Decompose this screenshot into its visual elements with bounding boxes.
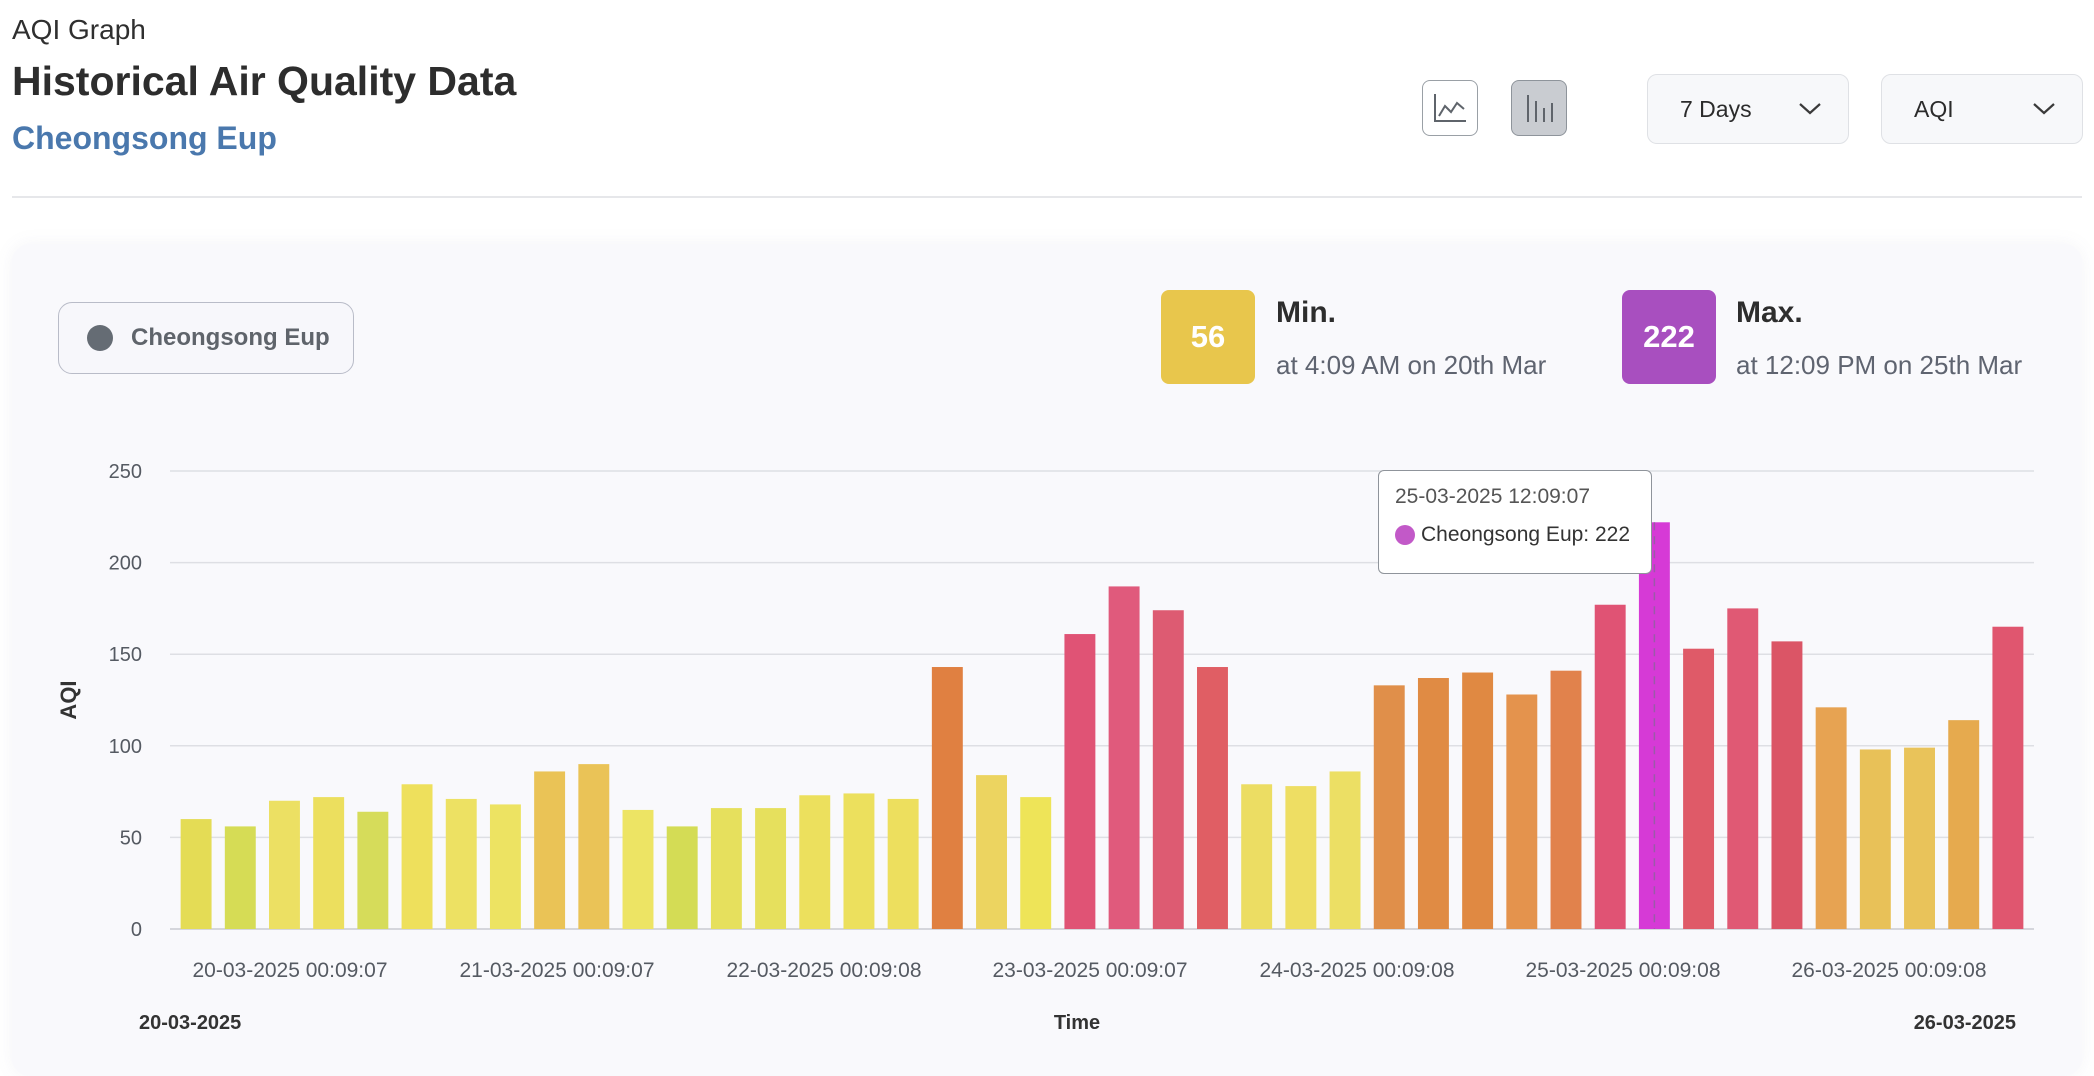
metric-value: AQI — [1914, 95, 1954, 122]
y-tick-label: 200 — [109, 553, 142, 575]
x-tick-label: 23-03-2025 00:09:07 — [993, 959, 1188, 982]
bar — [931, 667, 963, 929]
bar — [1859, 749, 1891, 929]
range-end-label: 26-03-2025 — [1914, 1012, 2016, 1034]
max-subtitle: at 12:09 PM on 25th Mar — [1736, 350, 2023, 380]
bar — [1064, 634, 1096, 929]
bar — [710, 808, 742, 929]
bar — [1815, 707, 1847, 929]
bar — [843, 793, 875, 929]
bar — [1020, 797, 1052, 929]
tooltip-series-label: Cheongsong Eup: 222 — [1421, 523, 1631, 546]
bar — [666, 826, 698, 929]
bar — [445, 798, 477, 929]
bar — [1152, 610, 1184, 929]
bar — [1550, 670, 1582, 929]
bar — [1683, 648, 1715, 929]
legend-dot — [87, 325, 113, 351]
max-value-badge: 222 — [1622, 290, 1716, 384]
bar — [534, 771, 566, 929]
bar — [489, 804, 521, 929]
bar — [799, 795, 831, 929]
x-tick-label: 25-03-2025 00:09:08 — [1526, 959, 1721, 982]
bar — [1285, 786, 1317, 929]
y-tick-label: 100 — [109, 736, 142, 758]
bar — [1417, 678, 1449, 929]
y-tick-label: 50 — [120, 827, 142, 849]
bar — [269, 800, 300, 929]
chevron-down-icon — [2033, 103, 2055, 115]
legend-label: Cheongsong Eup — [131, 324, 330, 351]
metric-dropdown[interactable]: AQI — [1881, 74, 2083, 144]
bar — [180, 819, 212, 929]
line-chart-icon — [1434, 94, 1466, 122]
x-tick-label: 26-03-2025 00:09:08 — [1792, 959, 1987, 982]
time-range-value: 7 Days — [1680, 95, 1752, 122]
y-axis-label: AQI — [56, 680, 81, 719]
bar — [1329, 771, 1361, 929]
bar — [1594, 604, 1626, 929]
bar — [1462, 672, 1494, 929]
min-title: Min. — [1276, 296, 1336, 329]
x-tick-label: 24-03-2025 00:09:08 — [1260, 959, 1455, 982]
line-view-button[interactable] — [1422, 80, 1478, 136]
bar — [313, 797, 345, 929]
bar — [1992, 626, 2024, 929]
bar — [1108, 586, 1140, 929]
bar — [755, 808, 787, 929]
x-tick-label: 22-03-2025 00:09:08 — [727, 959, 922, 982]
bar-chart-icon — [1527, 95, 1553, 122]
x-axis-label: Time — [1054, 1012, 1100, 1034]
bar — [578, 764, 610, 929]
header-divider — [12, 196, 2082, 198]
bar — [887, 798, 919, 929]
time-range-dropdown[interactable]: 7 Days — [1647, 74, 1849, 144]
x-tick-label: 20-03-2025 00:09:07 — [193, 959, 388, 982]
bar — [1771, 641, 1803, 929]
min-subtitle: at 4:09 AM on 20th Mar — [1276, 350, 1547, 380]
location-title: Cheongsong Eup — [12, 120, 277, 156]
chart-tooltip: 25-03-2025 12:09:07 Cheongsong Eup: 222 — [1378, 470, 1652, 574]
bar — [1904, 747, 1935, 929]
min-value-badge: 56 — [1161, 290, 1255, 384]
bar — [622, 809, 654, 929]
bar — [1373, 685, 1405, 929]
tooltip-series-dot — [1395, 525, 1415, 545]
y-tick-label: 150 — [109, 644, 142, 666]
bar — [1727, 608, 1759, 929]
bar-view-button[interactable] — [1511, 80, 1567, 136]
chevron-down-icon — [1799, 103, 1821, 115]
bar — [1948, 720, 1980, 929]
legend-toggle[interactable]: Cheongsong Eup — [58, 302, 354, 374]
bar — [224, 826, 256, 929]
max-title: Max. — [1736, 296, 1803, 329]
x-tick-label: 21-03-2025 00:09:07 — [460, 959, 655, 982]
y-tick-label: 0 — [131, 919, 142, 941]
range-start-label: 20-03-2025 — [139, 1012, 241, 1034]
bar — [976, 775, 1007, 929]
bar — [1197, 667, 1228, 929]
bar — [401, 784, 433, 929]
bar — [1241, 784, 1273, 929]
bar — [1506, 694, 1538, 929]
y-tick-label: 250 — [109, 461, 142, 483]
tooltip-time: 25-03-2025 12:09:07 — [1395, 485, 1590, 508]
bar — [357, 811, 389, 929]
page-label: AQI Graph — [12, 14, 146, 45]
page-title: Historical Air Quality Data — [12, 58, 517, 104]
